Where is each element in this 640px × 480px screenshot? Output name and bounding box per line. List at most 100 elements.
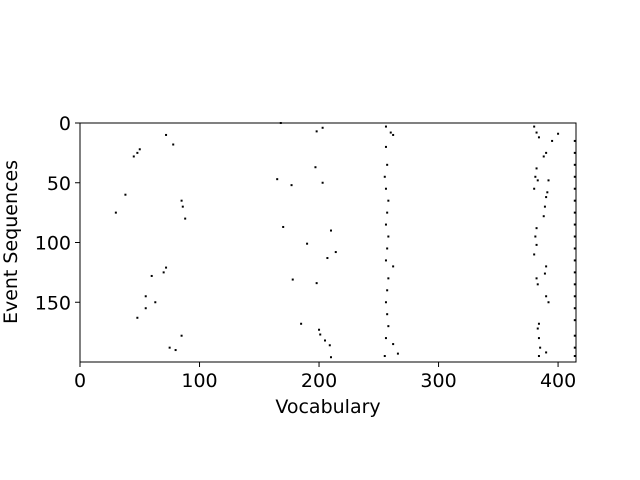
data-point <box>386 247 389 250</box>
plot-area <box>79 122 577 363</box>
data-point <box>318 328 321 331</box>
data-point <box>328 344 331 347</box>
data-point <box>387 277 390 280</box>
data-point <box>150 274 153 277</box>
data-point <box>165 133 168 136</box>
data-point <box>392 343 395 346</box>
data-point <box>573 199 576 202</box>
data-point <box>384 223 387 226</box>
data-point <box>174 349 177 352</box>
data-point <box>276 178 279 181</box>
data-point <box>172 143 175 146</box>
y-tick-label: 150 <box>35 292 71 314</box>
data-point <box>392 133 395 136</box>
data-point <box>573 259 576 262</box>
y-tick-label: 0 <box>59 113 71 135</box>
data-point <box>384 187 387 190</box>
data-point <box>537 355 540 358</box>
data-point <box>573 247 576 250</box>
data-point <box>384 337 387 340</box>
data-point <box>573 271 576 274</box>
data-point <box>386 163 389 166</box>
data-point <box>573 187 576 190</box>
data-point <box>124 193 127 196</box>
data-point <box>537 322 540 325</box>
data-point <box>326 257 329 260</box>
data-point <box>114 211 117 214</box>
data-point <box>545 351 548 354</box>
x-tick-label: 200 <box>301 370 337 392</box>
data-point <box>300 322 303 325</box>
x-axis: 0 100 200 300 400 <box>74 362 576 392</box>
data-point <box>545 265 548 268</box>
data-point <box>383 175 386 178</box>
data-point <box>144 295 147 298</box>
data-point <box>533 187 536 190</box>
data-point <box>392 265 395 268</box>
data-point <box>138 148 141 151</box>
data-point <box>536 283 539 286</box>
data-point <box>387 235 390 238</box>
data-point <box>384 125 387 128</box>
data-point <box>533 125 536 128</box>
data-point <box>384 259 387 262</box>
data-point <box>319 333 322 336</box>
data-point <box>165 266 168 269</box>
data-point <box>547 179 550 182</box>
data-point <box>386 313 389 316</box>
y-axis-label: Event Sequences <box>0 160 22 324</box>
data-point <box>291 278 294 281</box>
data-point <box>306 242 309 245</box>
y-axis: 0 50 100 150 <box>35 113 80 314</box>
data-point <box>180 199 183 202</box>
data-point <box>573 346 576 349</box>
data-point <box>383 355 386 358</box>
data-point <box>573 163 576 166</box>
data-point <box>557 132 560 135</box>
data-point <box>573 307 576 310</box>
data-point <box>533 253 536 256</box>
x-axis-label: Vocabulary <box>275 396 380 418</box>
data-point <box>546 191 549 194</box>
data-point <box>536 179 539 182</box>
data-point <box>545 196 548 199</box>
data-point <box>180 334 183 337</box>
data-point <box>573 355 576 358</box>
data-point <box>573 319 576 322</box>
y-tick-label: 100 <box>35 233 71 255</box>
data-point <box>334 251 337 254</box>
data-point <box>386 289 389 292</box>
data-point <box>389 131 392 134</box>
data-point <box>535 277 538 280</box>
data-point <box>573 235 576 238</box>
data-point <box>542 215 545 218</box>
data-point <box>396 352 399 355</box>
data-point <box>573 223 576 226</box>
data-point <box>315 130 318 133</box>
data-point <box>534 235 537 238</box>
data-point <box>154 301 157 304</box>
data-point <box>384 145 387 148</box>
y-tick-label: 50 <box>47 173 71 195</box>
data-point <box>144 307 147 310</box>
data-point <box>282 225 285 228</box>
data-point <box>290 184 293 187</box>
data-point <box>573 334 576 337</box>
data-point <box>136 151 139 154</box>
data-point <box>329 229 332 232</box>
data-points <box>114 122 576 359</box>
data-point <box>321 126 324 129</box>
data-point <box>545 295 548 298</box>
data-point <box>386 211 389 214</box>
data-point <box>573 295 576 298</box>
plot-background <box>80 123 576 362</box>
data-point <box>551 139 554 142</box>
data-point <box>314 166 317 169</box>
data-point <box>535 227 538 230</box>
data-point <box>542 155 545 158</box>
data-point <box>573 139 576 142</box>
data-point <box>547 301 550 304</box>
data-point <box>315 282 318 285</box>
data-point <box>534 175 537 178</box>
